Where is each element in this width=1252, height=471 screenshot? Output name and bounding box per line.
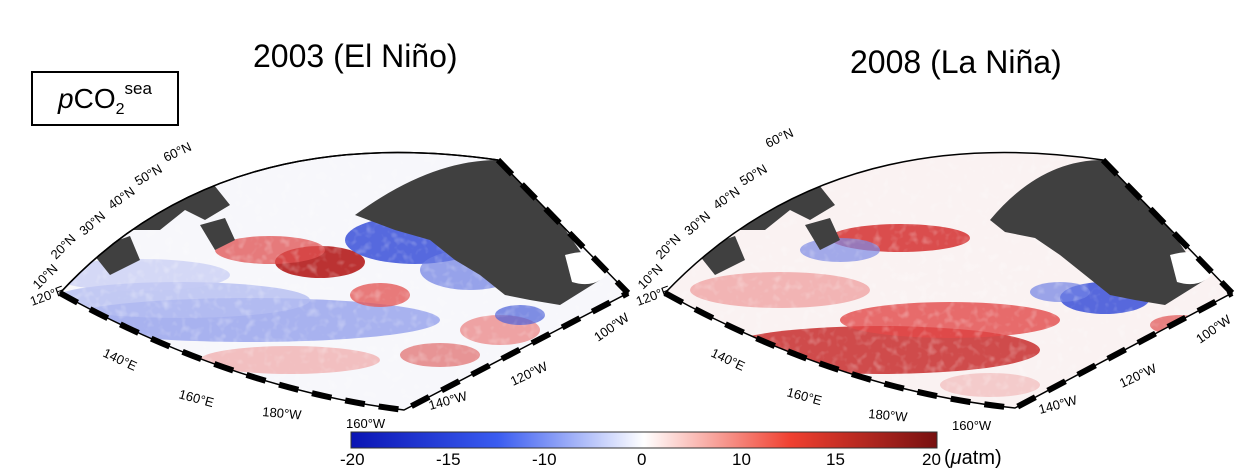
- colorbar-bar: [350, 431, 938, 449]
- lat-label-40n-left: 40°N: [105, 184, 137, 213]
- colorbar-tick-10: 10: [732, 450, 751, 469]
- colorbar-tick-0: 0: [637, 450, 647, 469]
- lat-label-60n-left: 60°N: [161, 139, 194, 165]
- lon-label-120w-left: 120°W: [508, 358, 550, 388]
- lon-label-160w-left: 160°W: [346, 416, 386, 431]
- panel-title-2003: 2003 (El Niño): [253, 38, 458, 74]
- colorbar-tick-minus20: -20: [340, 450, 365, 469]
- lon-label-100w-right: 100°W: [1193, 311, 1234, 346]
- colorbar: [350, 431, 938, 449]
- colorbar-tick-15: 15: [826, 450, 845, 469]
- lon-label-160e-right: 160°E: [785, 384, 824, 408]
- lon-label-180w-left: 180°W: [262, 404, 303, 422]
- variable-label-box: pCO2sea: [31, 71, 179, 126]
- panel-title-2008: 2008 (La Niña): [850, 44, 1062, 80]
- colorbar-tick-20: 20: [922, 450, 941, 469]
- lon-label-160w-right: 160°W: [952, 418, 992, 433]
- lat-label-60n-right: 60°N: [763, 125, 796, 151]
- lat-label-20n-left: 20°N: [48, 231, 79, 262]
- lon-label-140e-left: 140°E: [101, 345, 140, 374]
- lon-label-120w-right: 120°W: [1117, 360, 1159, 390]
- lat-label-30n-left: 30°N: [76, 208, 108, 238]
- colorbar-unit: (μatm): [944, 447, 1002, 469]
- lat-label-30n-right: 30°N: [681, 208, 713, 238]
- lon-label-140w-right: 140°W: [1037, 392, 1079, 417]
- lat-label-50n-right: 50°N: [737, 161, 770, 189]
- lon-label-180w-right: 180°W: [868, 406, 909, 424]
- lon-label-140e-right: 140°E: [709, 345, 748, 374]
- colorbar-tick-minus15: -15: [436, 450, 461, 469]
- variable-label: pCO2sea: [58, 78, 152, 118]
- map-2003: [58, 151, 631, 414]
- lon-label-160e-left: 160°E: [177, 386, 216, 410]
- lat-label-50n-left: 50°N: [132, 161, 165, 189]
- colorbar-tick-minus10: -10: [532, 450, 557, 469]
- lat-label-20n-right: 20°N: [653, 231, 684, 262]
- lat-label-40n-right: 40°N: [710, 184, 742, 213]
- lon-label-100w-left: 100°W: [591, 309, 632, 344]
